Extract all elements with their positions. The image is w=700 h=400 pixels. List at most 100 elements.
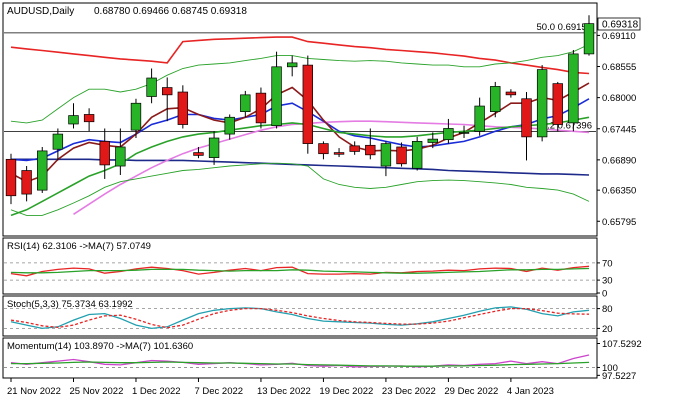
bear-candle-body xyxy=(302,64,314,144)
candle xyxy=(286,55,298,77)
x-tick-label: 13 Dec 2022 xyxy=(257,386,311,397)
bear-candle-body xyxy=(505,91,517,96)
candle xyxy=(411,136,423,171)
stoch-y-axis: 80 20 xyxy=(597,304,613,335)
x-axis: 21 Nov 2022 25 Nov 2022 1 Dec 2022 7 Dec 20… xyxy=(7,378,554,397)
bull-candle-body xyxy=(458,132,470,134)
ohlc-label: 0.68780 0.69466 0.68745 0.69318 xyxy=(94,6,247,17)
rsi-y-tick-label: 0 xyxy=(602,289,607,300)
bull-candle-body xyxy=(115,146,126,167)
bull-candle-body xyxy=(490,86,501,113)
candle xyxy=(21,166,32,202)
bull-candle-body xyxy=(474,105,485,132)
rsi-panel: RSI(14) 62.3106 ->MA(7) 57.0749 xyxy=(2,237,598,295)
bear-candle-body xyxy=(333,152,345,155)
candle xyxy=(583,15,595,56)
momentum-ma-line xyxy=(11,361,590,367)
candle xyxy=(99,128,110,179)
x-tick-label: 4 Jan 2023 xyxy=(507,386,554,397)
main-y-tick-label: 0.68555 xyxy=(602,62,636,73)
main-y-tick-label: 0.67445 xyxy=(602,124,636,135)
bear-candle-body xyxy=(193,152,204,156)
candle xyxy=(505,89,517,98)
candle xyxy=(474,97,485,136)
candle xyxy=(177,85,189,129)
rsi-y-axis: 70 30 0 xyxy=(597,258,613,300)
x-tick-label: 19 Dec 2022 xyxy=(319,386,373,397)
candle xyxy=(427,132,438,149)
momentum-y-tick-label: 107.5292 xyxy=(602,339,642,350)
bear-candle-body xyxy=(5,158,17,197)
stoch-panel: Stoch(5,3,3) 75.3734 63.1992 xyxy=(2,295,598,337)
candle xyxy=(208,131,220,165)
bull-candle-body xyxy=(52,133,64,150)
candle xyxy=(271,51,282,129)
candle xyxy=(536,65,548,142)
bull-candle-body xyxy=(271,66,282,127)
candle xyxy=(396,142,407,167)
rsi-ma-line xyxy=(10,267,590,274)
bull-candle-body xyxy=(286,62,298,68)
stoch-y-tick-label: 20 xyxy=(602,324,613,335)
main-y-axis: 0.69110 0.68555 0.68000 0.67445 0.66890 0.663… xyxy=(597,31,636,228)
bear-candle-body xyxy=(365,144,376,156)
bull-candle-body xyxy=(240,94,251,113)
momentum-panel: Momentum(14) 103.8970 ->MA(7) 101.6360 xyxy=(2,337,598,379)
candle xyxy=(380,141,392,177)
main-y-tick-label: 0.66890 xyxy=(602,155,636,166)
bear-candle-body xyxy=(99,141,110,166)
current-price-label: 0.69318 xyxy=(602,20,639,31)
momentum-y-tick-label: 100 xyxy=(602,363,618,374)
x-tick-label: 7 Dec 2022 xyxy=(194,386,243,397)
momentum-label: Momentum(14) 103.8970 ->MA(7) 101.6360 xyxy=(7,341,193,352)
candle xyxy=(130,98,142,139)
candle xyxy=(568,49,579,132)
x-tick-label: 25 Nov 2022 xyxy=(69,386,123,397)
candle xyxy=(52,128,64,161)
candle xyxy=(318,141,329,160)
main-price-panel: 50.0 0.69155 38.2 0.67396 AUDUSD,Daily 0.… xyxy=(2,2,598,237)
bull-candle-body xyxy=(427,138,438,143)
candle xyxy=(240,90,251,118)
bear-candle-body xyxy=(318,143,329,155)
green-line xyxy=(10,116,590,217)
stoch-signal-line xyxy=(10,307,590,329)
bb-lower-line xyxy=(10,162,590,216)
x-tick-label: 21 Nov 2022 xyxy=(7,386,61,397)
bear-candle-body xyxy=(255,92,267,124)
bull-candle-body xyxy=(583,23,595,55)
bear-candle-body xyxy=(177,91,189,125)
bull-candle-body xyxy=(37,150,48,191)
bull-candle-body xyxy=(208,137,220,158)
stoch-label: Stoch(5,3,3) 75.3734 63.1992 xyxy=(7,299,133,310)
candle xyxy=(83,108,95,132)
candle xyxy=(37,146,48,193)
bear-candle-body xyxy=(349,145,360,152)
rsi-y-tick-label: 70 xyxy=(602,258,613,269)
bull-candle-body xyxy=(568,53,579,124)
fib-level-label: 38.2 0.67396 xyxy=(537,120,592,131)
candle xyxy=(224,114,235,140)
bull-candle-body xyxy=(411,141,423,169)
candle xyxy=(162,77,173,122)
rsi-y-tick-label: 30 xyxy=(602,276,613,287)
main-y-tick-label: 0.68000 xyxy=(602,93,636,104)
stoch-main-line xyxy=(10,306,590,330)
bull-candle-body xyxy=(380,143,392,167)
candle xyxy=(68,103,79,129)
rsi-label: RSI(14) 62.3106 ->MA(7) 57.0749 xyxy=(7,241,151,252)
candle xyxy=(5,153,17,205)
red-line xyxy=(10,36,590,75)
bear-candle-body xyxy=(21,170,32,195)
x-tick-label: 23 Dec 2022 xyxy=(382,386,436,397)
bull-candle-body xyxy=(146,77,157,97)
bull-candle-body xyxy=(224,116,235,135)
bear-candle-body xyxy=(521,98,532,138)
bull-candle-body xyxy=(443,128,454,141)
candle xyxy=(333,148,345,158)
bear-candle-body xyxy=(396,146,407,165)
current-price-tag: 0.69318 xyxy=(597,17,641,31)
candle xyxy=(458,125,470,139)
